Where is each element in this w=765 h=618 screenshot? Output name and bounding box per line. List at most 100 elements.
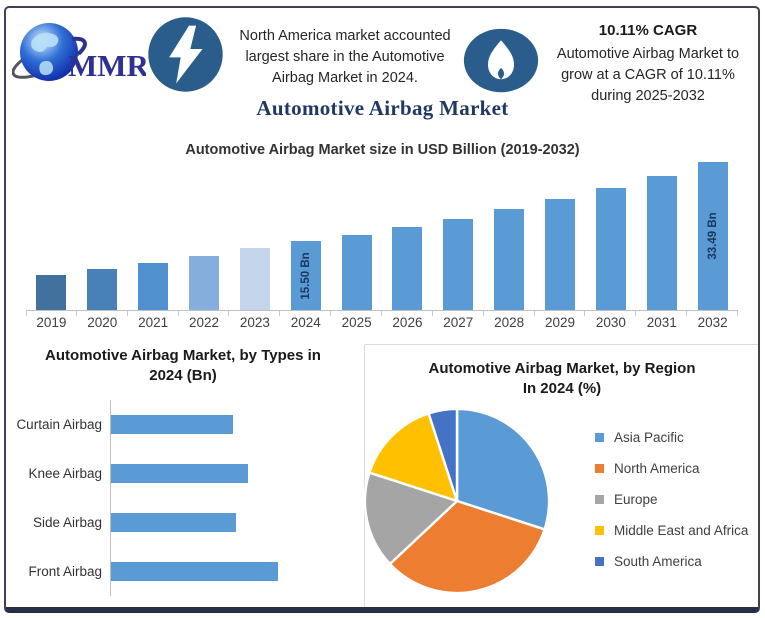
legend-item: South America — [595, 551, 748, 572]
region-pie-chart — [363, 407, 551, 595]
bar-2030 — [595, 188, 626, 310]
type-row: Front Airbag — [6, 547, 360, 596]
pie-slice-asia-pacific — [455, 407, 551, 531]
axis-tick — [126, 311, 128, 316]
type-label: Side Airbag — [32, 515, 102, 530]
axis-tick — [228, 311, 230, 316]
globe-icon — [20, 23, 78, 81]
callout-line: during 2025-2032 — [591, 88, 705, 104]
axis-tick — [686, 311, 688, 316]
legend-item: Asia Pacific — [595, 427, 748, 448]
bar-2032: 33.49 Bn — [697, 162, 728, 310]
mmr-logo: MMR — [12, 23, 146, 83]
legend-item: Middle East and Africa — [595, 520, 748, 541]
axis-tick — [177, 311, 179, 316]
x-axis-label: 2027 — [443, 315, 474, 330]
axis-tick — [584, 311, 586, 316]
bar-column-2022 — [179, 161, 230, 316]
market-size-bar-chart: 15.50 Bn 33.49 Bn — [26, 161, 739, 316]
axis-tick — [381, 311, 383, 316]
type-bar — [111, 513, 236, 532]
x-axis-label: 2023 — [239, 315, 270, 330]
logo-text: MMR — [68, 48, 146, 83]
callout-line: largest share in the Automotive — [245, 49, 445, 65]
x-axis-label: 2024 — [290, 315, 321, 330]
axis-tick — [482, 311, 484, 316]
x-axis-label: 2032 — [697, 315, 728, 330]
callout-north-america: North America market accounted largest s… — [225, 26, 465, 89]
title-line: Automotive Airbag Market, by Types in — [45, 347, 321, 364]
legend-swatch — [595, 526, 604, 535]
type-label: Knee Airbag — [28, 466, 102, 481]
axis-tick — [533, 311, 535, 316]
x-axis-label: 2028 — [494, 315, 525, 330]
bar-2022 — [189, 256, 219, 310]
title-line: Automotive Airbag Market, by Region — [428, 360, 696, 377]
bar-column-2021 — [128, 161, 179, 316]
bar-2023 — [239, 248, 270, 310]
type-row: Curtain Airbag — [6, 400, 360, 449]
bar-value-label: 33.49 Bn — [706, 212, 719, 260]
page-title: Automotive Airbag Market — [256, 96, 509, 120]
bar-column-2029 — [535, 161, 586, 316]
x-axis-label: 2031 — [646, 315, 677, 330]
legend-label: Middle East and Africa — [614, 523, 749, 538]
bar-2028 — [494, 209, 525, 310]
type-row: Side Airbag — [6, 498, 360, 547]
x-axis-label: 2022 — [188, 315, 220, 330]
bar-column-2024: 15.50 Bn — [280, 161, 332, 316]
bar-2029 — [545, 199, 576, 310]
types-chart-title: Automotive Airbag Market, by Types in 20… — [6, 346, 360, 386]
legend-swatch — [595, 495, 604, 504]
legend-swatch — [595, 557, 604, 566]
legend-item: Europe — [595, 489, 748, 510]
bar-column-2020 — [77, 161, 128, 316]
type-label: Curtain Airbag — [16, 417, 102, 432]
x-axis-label: 2021 — [138, 315, 169, 330]
bar-column-2032: 33.49 Bn — [687, 161, 739, 316]
legend-label: South America — [614, 554, 702, 569]
axis-tick — [431, 311, 433, 316]
types-chart-section: Automotive Airbag Market, by Types in 20… — [6, 346, 360, 596]
bar-2024: 15.50 Bn — [290, 241, 321, 310]
x-axis-label: 2025 — [341, 315, 372, 330]
bar-column-2027 — [433, 161, 484, 316]
orbit-swoosh — [12, 36, 87, 80]
bar-column-2028 — [484, 161, 535, 316]
legend-swatch — [595, 433, 604, 442]
pie-slice-europe — [363, 471, 459, 566]
title-line: 2024 (Bn) — [149, 367, 217, 384]
region-chart-title: Automotive Airbag Market, by Region In 2… — [365, 359, 759, 399]
callout-line: North America market accounted — [239, 28, 451, 44]
axis-tick — [635, 311, 637, 316]
x-axis-label: 2026 — [392, 315, 423, 330]
callout-line: Airbag Market in 2024. — [272, 70, 418, 86]
callout-line: grow at a CAGR of 10.11% — [561, 67, 735, 83]
region-chart-panel: Automotive Airbag Market, by Region In 2… — [363, 344, 760, 608]
bar-value-label: 15.50 Bn — [299, 251, 312, 300]
type-row: Knee Airbag — [6, 449, 360, 498]
axis-tick — [330, 311, 332, 316]
type-bar-track — [110, 449, 360, 498]
lightning-icon — [147, 16, 224, 98]
type-label: Front Airbag — [28, 564, 102, 579]
flame-icon — [463, 28, 539, 98]
legend-swatch — [595, 464, 604, 473]
main-chart-title: Automotive Airbag Market size in USD Bil… — [185, 142, 580, 158]
bar-2027 — [443, 219, 474, 310]
x-axis-label: 2020 — [87, 315, 118, 330]
bar-2021 — [138, 263, 169, 310]
bar-column-2031 — [636, 161, 688, 316]
axis-tick — [279, 311, 281, 316]
x-axis: 2019 2020 2021 2022 2023 2024 2025 2026 2027 2028… — [26, 315, 738, 330]
axis-tick — [75, 311, 77, 316]
bar-column-2023 — [229, 161, 281, 316]
bar-column-2030 — [585, 161, 637, 316]
legend-label: Europe — [614, 492, 658, 507]
bar-column-2026 — [382, 161, 433, 316]
axis-tick — [737, 311, 739, 316]
type-bar — [111, 464, 248, 483]
callout-line: Automotive Airbag Market to — [556, 46, 740, 62]
pie-slice-north-america — [388, 499, 546, 595]
pie-slice-south-america — [427, 407, 459, 503]
